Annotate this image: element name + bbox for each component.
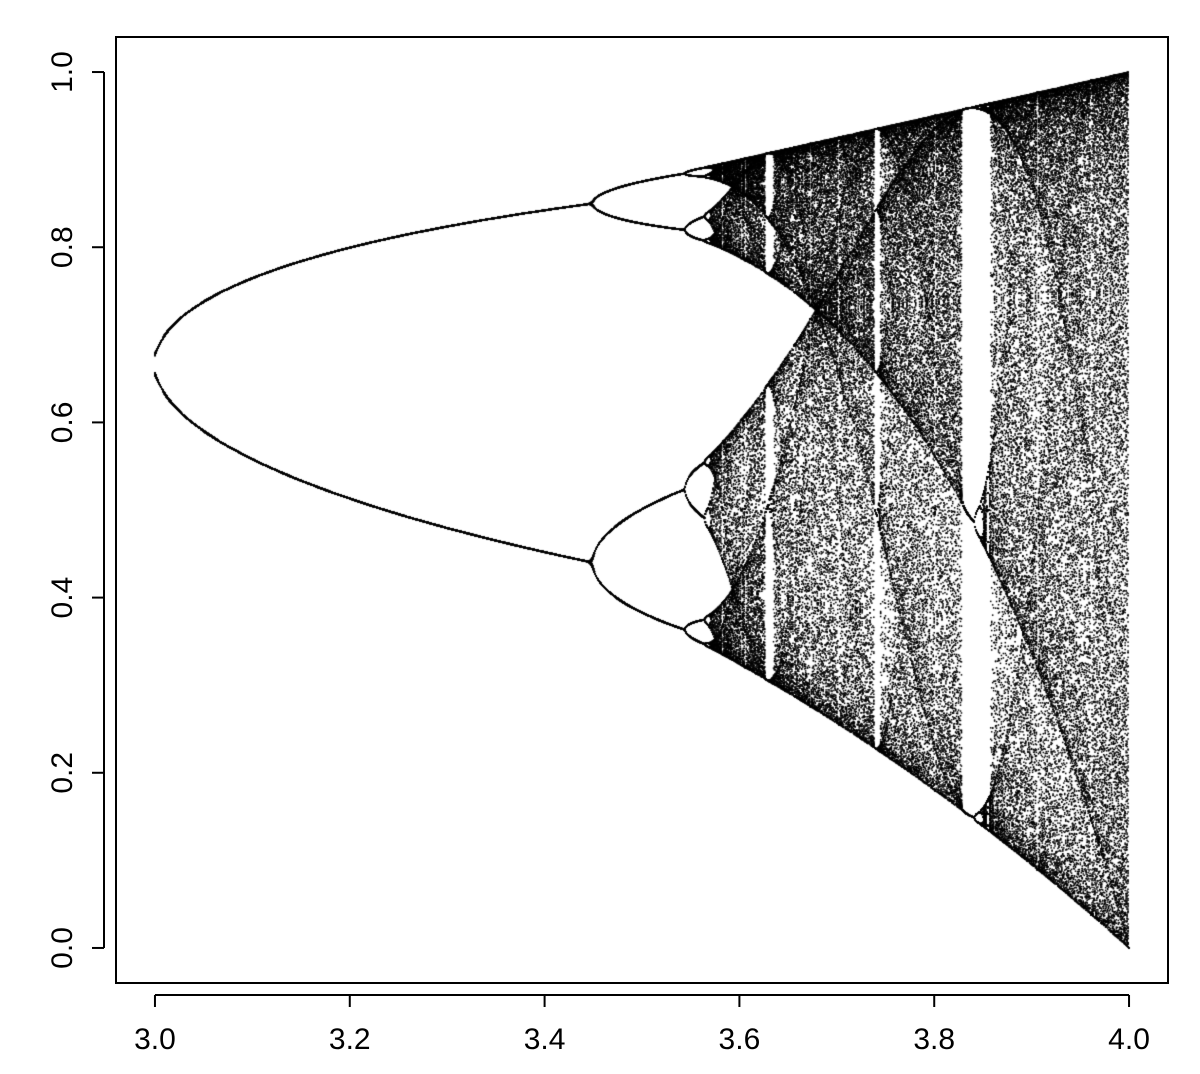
y-tick-label: 0.6 [46,402,79,444]
y-tick-label: 1.0 [46,51,79,93]
x-axis: 3.0 3.2 3.4 3.6 3.8 4.0 [134,994,1150,1056]
x-tick-label: 3.4 [524,1023,566,1056]
x-tick-label: 3.2 [329,1023,371,1056]
x-tick-label: 3.6 [719,1023,761,1056]
bifurcation-points [116,37,1168,983]
y-tick-label: 0.8 [46,226,79,268]
x-tick-label: 3.0 [134,1023,176,1056]
y-tick-label: 0.2 [46,752,79,794]
x-tick-label: 3.8 [913,1023,955,1056]
y-axis: 0.0 0.2 0.4 0.6 0.8 1.0 [46,51,105,969]
x-tick-label: 4.0 [1108,1023,1150,1056]
y-tick-label: 0.0 [46,927,79,969]
y-tick-label: 0.4 [46,577,79,619]
